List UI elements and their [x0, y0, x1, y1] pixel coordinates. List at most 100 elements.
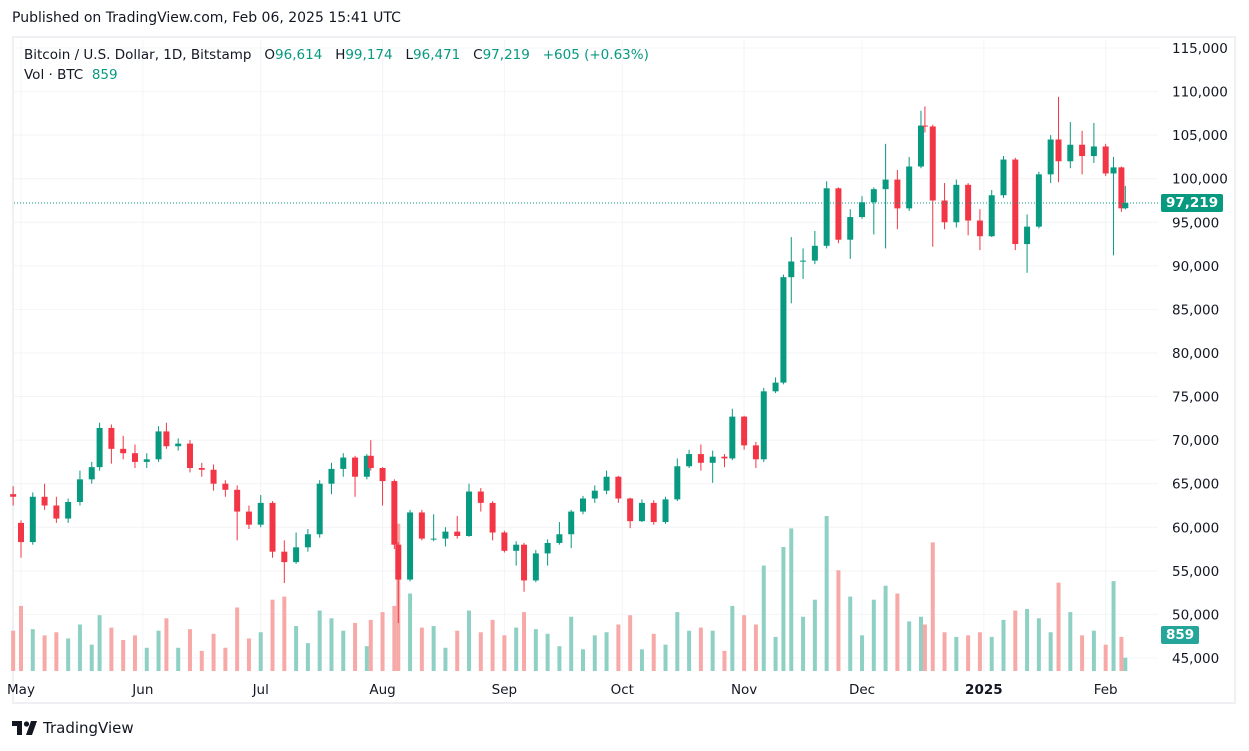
- volume-bar: [270, 599, 275, 671]
- volume-bar: [742, 615, 747, 671]
- candle-body: [363, 455, 370, 477]
- volume-bar: [628, 615, 633, 671]
- open-value: 96,614: [275, 47, 323, 63]
- candle-body: [222, 483, 229, 490]
- candle-body: [568, 511, 575, 535]
- volume-bar: [478, 632, 483, 671]
- candle-body: [454, 531, 461, 536]
- footer-brand[interactable]: TradingView: [12, 719, 134, 737]
- candle-body: [1012, 159, 1019, 245]
- candle-body: [501, 532, 508, 551]
- candle-body: [847, 217, 854, 240]
- candle-body: [615, 476, 622, 499]
- volume-bar: [977, 632, 982, 671]
- volume-bar: [1025, 609, 1030, 671]
- price-axis-label: 80,000: [1172, 346, 1219, 362]
- low-label: L: [405, 47, 414, 63]
- candle-body: [442, 531, 449, 539]
- candle-body: [638, 502, 645, 522]
- candle-body: [882, 179, 889, 190]
- volume-bar: [616, 624, 621, 671]
- volume-bar: [176, 647, 181, 671]
- candle-body: [328, 468, 335, 484]
- candle-body: [976, 220, 983, 237]
- candle-body: [489, 502, 496, 533]
- candle-body: [234, 489, 241, 512]
- volume-bar: [604, 632, 609, 671]
- volume-value: 859: [91, 67, 118, 83]
- volume-bar: [871, 599, 876, 671]
- candle-body: [88, 467, 95, 480]
- candle-body: [143, 459, 150, 462]
- volume-bar: [467, 610, 472, 671]
- candle-body: [186, 443, 193, 469]
- volume-bar: [848, 596, 853, 671]
- volume-bar: [710, 630, 715, 671]
- candle-body: [859, 202, 866, 218]
- volume-bar: [97, 615, 102, 671]
- candle-body: [76, 479, 83, 502]
- volume-bar: [235, 607, 240, 671]
- candle-body: [210, 469, 217, 484]
- volume-bar: [502, 635, 507, 671]
- candle-body: [269, 502, 276, 552]
- volume-bar: [187, 629, 192, 671]
- candle-body: [198, 468, 205, 470]
- volume-bar: [580, 649, 585, 671]
- volume-bar: [223, 647, 228, 671]
- volume-label[interactable]: Vol · BTC: [24, 67, 84, 83]
- candle-body: [1035, 174, 1042, 227]
- volume-bar: [341, 630, 346, 671]
- volume-bar: [380, 612, 385, 671]
- volume-bar: [490, 619, 495, 671]
- time-axis-label: Jun: [131, 682, 153, 698]
- candle-body: [941, 200, 948, 223]
- change-value: +605 (+0.63%): [542, 47, 649, 63]
- price-axis-label: 70,000: [1172, 433, 1219, 449]
- candle-body: [741, 416, 748, 446]
- time-axis-label: Sep: [492, 682, 517, 698]
- price-axis-label: 50,000: [1172, 607, 1219, 623]
- time-axis-label: 2025: [965, 682, 1003, 698]
- low-value: 96,471: [413, 47, 461, 63]
- volume-bar: [156, 630, 161, 671]
- volume-bar: [364, 646, 369, 671]
- volume-bar: [1123, 657, 1128, 671]
- volume-bar: [954, 636, 959, 671]
- candle-body: [544, 542, 551, 554]
- candle-body: [131, 453, 138, 462]
- volume-bar: [89, 644, 94, 671]
- candle-body: [1090, 146, 1097, 157]
- volume-bar: [675, 612, 680, 671]
- volume-bar: [687, 630, 692, 671]
- symbol-title[interactable]: Bitcoin / U.S. Dollar, 1D, Bitstamp: [24, 47, 252, 63]
- chart-frame: [12, 36, 1236, 704]
- volume-bar: [294, 626, 299, 671]
- candle-body: [340, 457, 347, 469]
- candle-body: [10, 494, 17, 497]
- volume-bar: [761, 565, 766, 671]
- time-axis-label: Feb: [1094, 682, 1118, 698]
- volume-bar: [1119, 636, 1124, 671]
- candle-body: [175, 443, 182, 447]
- candle-body: [772, 382, 779, 392]
- volume-bar: [1103, 644, 1108, 671]
- candle-body: [407, 512, 414, 580]
- volume-bar: [860, 635, 865, 671]
- price-axis-label: 110,000: [1172, 85, 1228, 101]
- volume-bar: [246, 638, 251, 671]
- candle-body: [532, 553, 539, 581]
- volume-bar: [258, 632, 263, 671]
- volume-bar: [353, 622, 358, 671]
- close-value: 97,219: [482, 47, 530, 63]
- volume-bar: [1001, 619, 1006, 671]
- volume-bar: [514, 627, 519, 671]
- candle-body: [709, 456, 716, 463]
- time-axis-label: May: [7, 682, 35, 698]
- volume-bar: [1111, 581, 1116, 671]
- candle-body: [823, 188, 830, 246]
- price-axis-label: 85,000: [1172, 302, 1219, 318]
- volume-bar: [392, 605, 397, 671]
- candle-body: [367, 455, 374, 469]
